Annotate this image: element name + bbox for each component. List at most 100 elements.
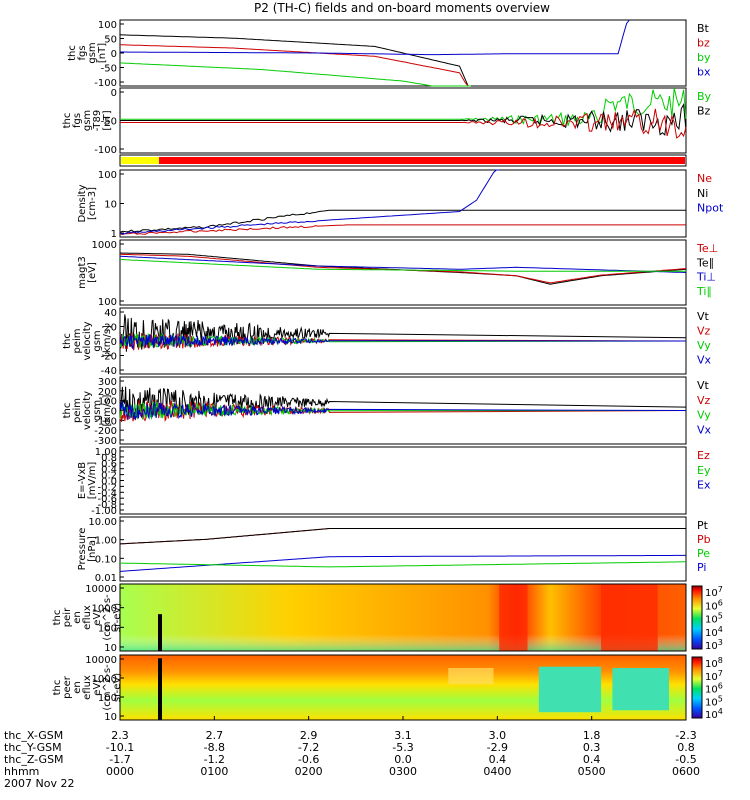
figure-title: P2 (TH-C) fields and on-board moments ov… (254, 1, 550, 15)
peim_velocity-y-tick-label: 100 (98, 397, 117, 408)
pressure-plot-area (120, 517, 686, 581)
e_vxb-y-tick-label: 0.2 (101, 471, 117, 482)
x-tick-label: 2.7 (206, 729, 224, 742)
fgs_gsm_t89-series-1 (120, 102, 687, 136)
density-y-label: Density[cm-3] (77, 184, 98, 222)
temperature-series-3 (119, 259, 686, 272)
pressure-legend-2: Pe (697, 547, 710, 560)
fgs_gsm-y-tick-label: 50 (104, 35, 117, 46)
pressure-series-3 (120, 561, 686, 568)
x-tick-label: -0.6 (298, 753, 319, 766)
pressure-legend-3: Pi (697, 561, 706, 574)
peer_spec-colorbar-tick: 104 (705, 707, 723, 721)
x-tick-label: 0.0 (394, 753, 412, 766)
e_vxb-y-tick-label: -0.4 (97, 488, 117, 499)
status-bar-yellow (121, 157, 159, 164)
fgs_gsm_t89-y-tick-label: -100 (94, 145, 117, 156)
peir_spec-colorbar-tick: 106 (705, 598, 723, 612)
density-y-tick-label: 100 (98, 170, 117, 181)
pressure-y-tick-label: 10.00 (88, 517, 117, 528)
x-tick-label: -1.7 (109, 753, 130, 766)
e_vxb-y-label: E=-VxB[mV/m] (77, 462, 98, 500)
peir_spec-y-tick-label: 10000 (85, 584, 117, 595)
peim_velocity-legend-1: Vz (697, 394, 711, 407)
peer_spec-y-tick-label: 10000 (85, 655, 117, 666)
x-row-label-y: thc_Y-GSM (4, 741, 62, 754)
fgs_gsm-series-3 (120, 19, 630, 56)
peem_velocity-y-label: thcpeimvelocitygsm[km/s] (62, 321, 113, 360)
density-series-0 (119, 209, 686, 233)
peer_spec-patch-3 (448, 668, 494, 685)
density-y-tick-label: 1 (111, 229, 117, 240)
peim_velocity-y-tick-label: 0 (111, 407, 117, 418)
x-tick-label: 2.3 (111, 729, 129, 742)
x-tick-label: -0.5 (675, 753, 696, 766)
pressure-frame (119, 516, 687, 582)
peim_velocity-legend-2: Vy (697, 409, 711, 422)
peem_velocity-legend-3: Vx (697, 354, 712, 367)
x-tick-label: 2.9 (300, 729, 318, 742)
pressure-legend-1: Pb (697, 533, 711, 546)
density-legend-2: Npot (697, 202, 724, 215)
peir_spec-y-tick-label: 100 (98, 623, 117, 634)
x-row-label-z: thc_Z-GSM (4, 753, 64, 766)
x-tick-label: 3.1 (394, 729, 412, 742)
peim_velocity-series-3 (119, 401, 687, 420)
peir_spec-colorbar (691, 585, 703, 650)
x-row-label-time: hhmm (4, 765, 39, 778)
panels: 100500-50-100thcfgsgsm[nT]Btbzbybx0-50-1… (52, 19, 724, 723)
e_vxb-y-tick-label: 0.6 (101, 459, 117, 470)
fgs_gsm_t89-legend-1: Bz (697, 104, 711, 117)
x-tick-label: 0400 (483, 765, 511, 778)
fgs_gsm_t89-legend-0: By (697, 90, 712, 103)
density-series-1 (119, 224, 686, 235)
peir_spec-spectrogram-low (120, 584, 686, 651)
x-tick-label: -2.9 (487, 741, 508, 754)
peer_spec-y-tick-label: 1000 (92, 674, 117, 685)
peem_velocity-y-tick-label: -20 (101, 352, 117, 363)
fgs_gsm-legend-2: by (697, 51, 711, 64)
temperature-y-tick-label: 1000 (92, 240, 117, 251)
peem_velocity-legend-1: Vz (697, 325, 711, 338)
fgs_gsm-y-tick-label: 0 (111, 49, 117, 60)
e_vxb-y-tick-label: -0.2 (97, 482, 117, 493)
density-y-tick-label: 10 (104, 200, 117, 211)
e_vxb-legend-2: Ex (697, 479, 711, 492)
peim_velocity-legend-0: Vt (697, 379, 710, 392)
peir_spec-colorbar-tick: 107 (705, 585, 723, 599)
x-tick-label: 0300 (389, 765, 417, 778)
peem_velocity-legend-0: Vt (697, 310, 710, 323)
e_vxb-y-tick-label: 0.8 (101, 453, 117, 464)
pressure-y-tick-label: 1.00 (95, 536, 117, 547)
peer_spec-colorbar (691, 656, 703, 719)
e_vxb-plot-area (120, 447, 686, 514)
x-tick-label: 0.3 (583, 741, 601, 754)
peer_spec-y-tick-label: 10 (104, 712, 117, 723)
x-date-label: 2007 Nov 22 (4, 777, 74, 790)
x-tick-label: -8.8 (204, 741, 225, 754)
e_vxb-y-tick-label: -1.00 (91, 506, 117, 517)
peir_spec-band-2 (601, 584, 658, 651)
peer_spec-patch-1 (538, 666, 602, 713)
peim_velocity-y-label: thcpeimvelocitygsm[km/s] (62, 391, 113, 430)
peer_spec-gap (158, 658, 162, 720)
pressure-legend-0: Pt (697, 519, 709, 532)
temperature-legend-1: Te∥ (696, 256, 714, 269)
x-tick-label: 0.8 (677, 741, 695, 754)
peim_velocity-legend-3: Vx (697, 423, 712, 436)
peem_velocity-series-3 (119, 333, 687, 350)
e_vxb-y-tick-label: 0.0 (101, 477, 117, 488)
peem_velocity-y-tick-label: 40 (104, 308, 117, 319)
temperature-legend-3: Ti∥ (696, 285, 712, 298)
e_vxb-y-tick-label: -0.8 (97, 500, 117, 511)
x-tick-label: -2.3 (675, 729, 696, 742)
x-tick-label: 0.4 (489, 753, 507, 766)
x-tick-label: 3.0 (489, 729, 507, 742)
pressure-y-label: Pressure[nPa] (77, 528, 98, 571)
e_vxb-y-tick-label: 1.00 (95, 447, 117, 458)
peim_velocity-y-tick-label: 300 (98, 377, 117, 388)
fgs_gsm-legend-1: bz (697, 37, 710, 50)
temperature-y-label: magt3[eV] (77, 256, 98, 289)
peim_velocity-y-tick-label: -100 (94, 416, 117, 427)
peir_spec-y-tick-label: 1000 (92, 604, 117, 615)
